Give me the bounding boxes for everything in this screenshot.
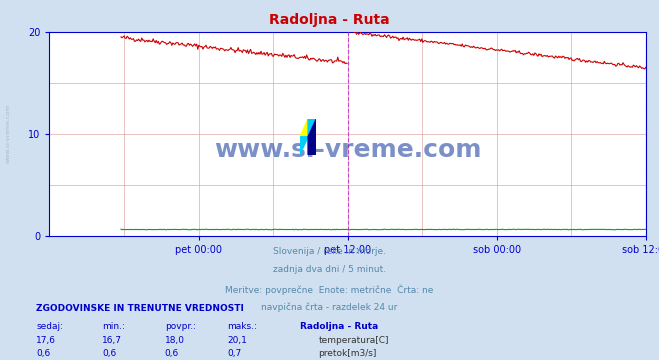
Polygon shape xyxy=(308,119,316,137)
Text: Radoljna - Ruta: Radoljna - Ruta xyxy=(269,13,390,27)
Text: temperatura[C]: temperatura[C] xyxy=(318,336,389,345)
Text: 20,1: 20,1 xyxy=(227,336,247,345)
Text: 17,6: 17,6 xyxy=(36,336,56,345)
Polygon shape xyxy=(300,137,308,155)
Text: www.si-vreme.com: www.si-vreme.com xyxy=(214,138,481,162)
Text: navpična črta - razdelek 24 ur: navpična črta - razdelek 24 ur xyxy=(262,303,397,312)
Text: 16,7: 16,7 xyxy=(102,336,122,345)
Text: 18,0: 18,0 xyxy=(165,336,185,345)
Text: maks.:: maks.: xyxy=(227,322,257,331)
Text: sedaj:: sedaj: xyxy=(36,322,63,331)
Text: 0,7: 0,7 xyxy=(227,349,242,358)
Text: 0,6: 0,6 xyxy=(36,349,51,358)
Text: zadnja dva dni / 5 minut.: zadnja dva dni / 5 minut. xyxy=(273,265,386,274)
Text: ZGODOVINSKE IN TRENUTNE VREDNOSTI: ZGODOVINSKE IN TRENUTNE VREDNOSTI xyxy=(36,304,244,313)
Text: pretok[m3/s]: pretok[m3/s] xyxy=(318,349,377,358)
Text: povpr.:: povpr.: xyxy=(165,322,196,331)
Text: Slovenija / reke in morje.: Slovenija / reke in morje. xyxy=(273,247,386,256)
Text: min.:: min.: xyxy=(102,322,125,331)
Text: Radoljna - Ruta: Radoljna - Ruta xyxy=(300,322,378,331)
Text: www.si-vreme.com: www.si-vreme.com xyxy=(5,103,11,163)
Polygon shape xyxy=(300,119,308,137)
Polygon shape xyxy=(308,119,316,155)
Text: Meritve: povprečne  Enote: metrične  Črta: ne: Meritve: povprečne Enote: metrične Črta:… xyxy=(225,284,434,294)
Text: 0,6: 0,6 xyxy=(165,349,179,358)
Text: 0,6: 0,6 xyxy=(102,349,117,358)
